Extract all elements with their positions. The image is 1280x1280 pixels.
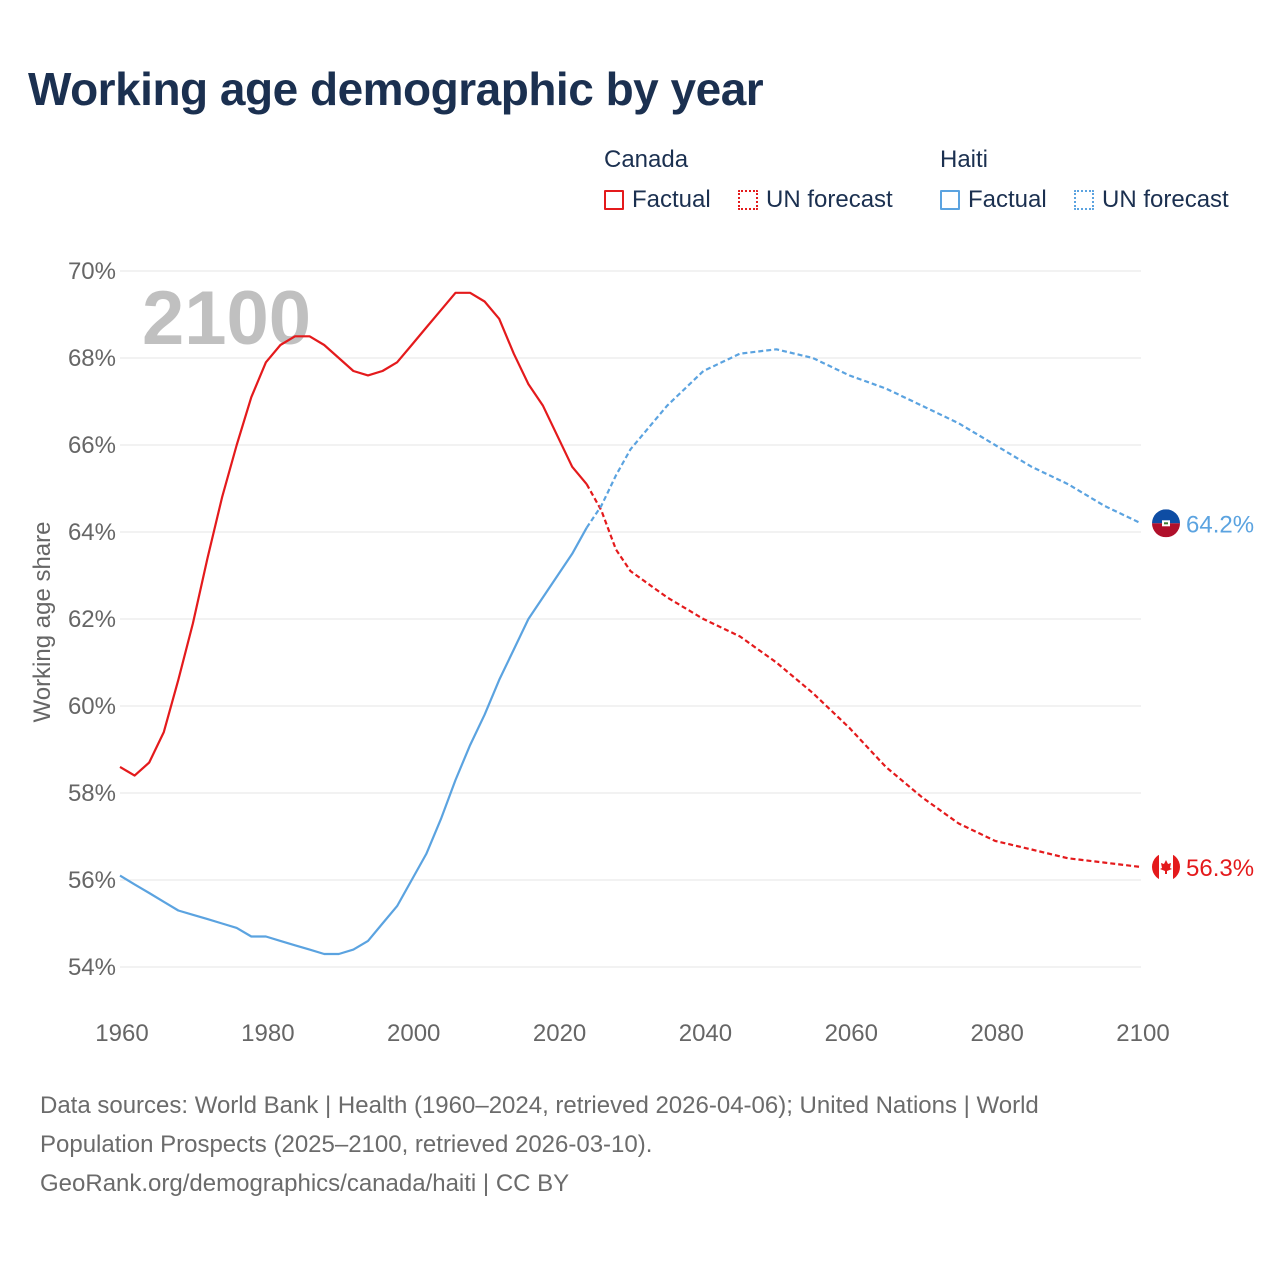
- x-tick-label: 2080: [970, 1020, 1023, 1047]
- end-value-label-haiti: 64.2%: [1186, 511, 1254, 538]
- x-tick-label: 2020: [533, 1020, 586, 1047]
- y-tick-label: 64%: [68, 519, 116, 546]
- series-line-haiti-forecast: [585, 348, 1142, 529]
- y-tick-label: 68%: [68, 345, 116, 372]
- legend-item-canada-forecast[interactable]: UN forecast: [738, 186, 893, 214]
- canada-flag-icon: [1152, 852, 1180, 881]
- end-value-label-canada: 56.3%: [1186, 855, 1254, 882]
- legend-item-haiti-forecast[interactable]: UN forecast: [1074, 186, 1229, 214]
- x-tick-label: 2060: [825, 1020, 878, 1047]
- current-year-label: 2100: [142, 276, 311, 361]
- y-tick-label: 66%: [68, 432, 116, 459]
- x-tick-label: 2000: [387, 1020, 440, 1047]
- x-tick-label: 1960: [95, 1020, 148, 1047]
- series-line-haiti-factual: [119, 527, 588, 956]
- legend-label: Factual: [632, 186, 711, 213]
- y-tick-label: 56%: [68, 867, 116, 894]
- y-tick-label: 54%: [68, 954, 116, 981]
- footer-attribution[interactable]: GeoRank.org/demographics/canada/haiti | …: [40, 1170, 570, 1197]
- legend-swatch-dotted: [1074, 190, 1094, 210]
- legend-label: Factual: [968, 186, 1047, 213]
- legend-label: UN forecast: [766, 186, 893, 213]
- legend-group-name: Canada: [604, 146, 689, 173]
- y-tick-label: 62%: [68, 606, 116, 633]
- legend-item-canada-factual[interactable]: Factual: [604, 186, 711, 214]
- y-tick-label: 70%: [68, 258, 116, 285]
- legend-group-name: Haiti: [940, 146, 989, 173]
- footer: Data sources: World Bank | Health (1960–…: [40, 1086, 1220, 1203]
- y-tick-label: 60%: [68, 693, 116, 720]
- legend-item-haiti-factual[interactable]: Factual: [940, 186, 1047, 214]
- series-line-canada-factual: [119, 291, 588, 777]
- footer-sources-line2: Population Prospects (2025–2100, retriev…: [40, 1131, 653, 1158]
- line-chart: 54% 56% 58% 60% 62% 64% 66% 68% 70% 1960 1980 2000…: [29, 258, 1254, 1047]
- legend-swatch-dotted: [738, 190, 758, 210]
- footer-sources-line1: Data sources: World Bank | Health (1960–…: [40, 1092, 1039, 1119]
- legend-swatch-solid: [940, 190, 960, 210]
- x-tick-label: 2040: [679, 1020, 732, 1047]
- legend-swatch-solid: [604, 190, 624, 210]
- chart-title: Working age demographic by year: [28, 63, 764, 115]
- x-tick-label: 2100: [1116, 1020, 1169, 1047]
- series-line-canada-forecast: [585, 483, 1142, 869]
- y-tick-label: 58%: [68, 780, 116, 807]
- legend-label: UN forecast: [1102, 186, 1229, 213]
- y-axis-title: Working age share: [29, 522, 56, 723]
- haiti-flag-icon: [1152, 509, 1180, 538]
- x-tick-label: 1980: [241, 1020, 294, 1047]
